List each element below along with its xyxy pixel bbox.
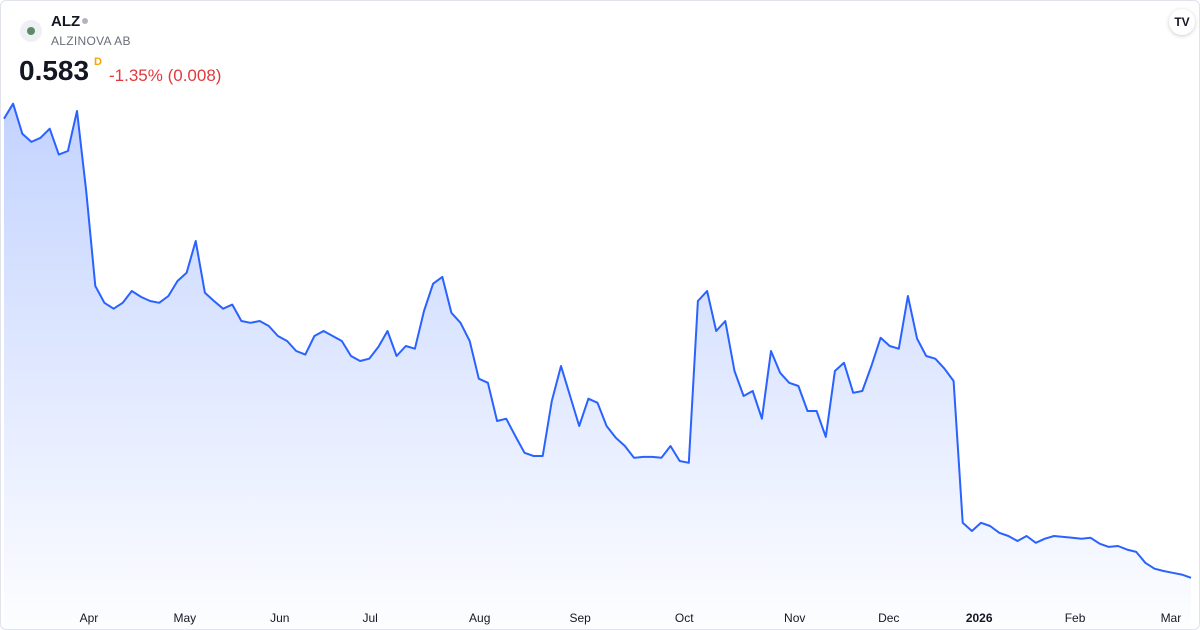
company-name: ALZINOVA AB [51,34,131,48]
status-dot [82,18,88,24]
company-logo [20,20,42,42]
price-line [3,102,1192,579]
area [4,103,1191,629]
tradingview-logo[interactable]: TV [1169,9,1195,35]
symbol[interactable]: ALZ [51,13,81,30]
interval: D [94,56,102,68]
price-change: -1.35% (0.008) [109,66,222,85]
price: 0.583 [19,55,90,86]
